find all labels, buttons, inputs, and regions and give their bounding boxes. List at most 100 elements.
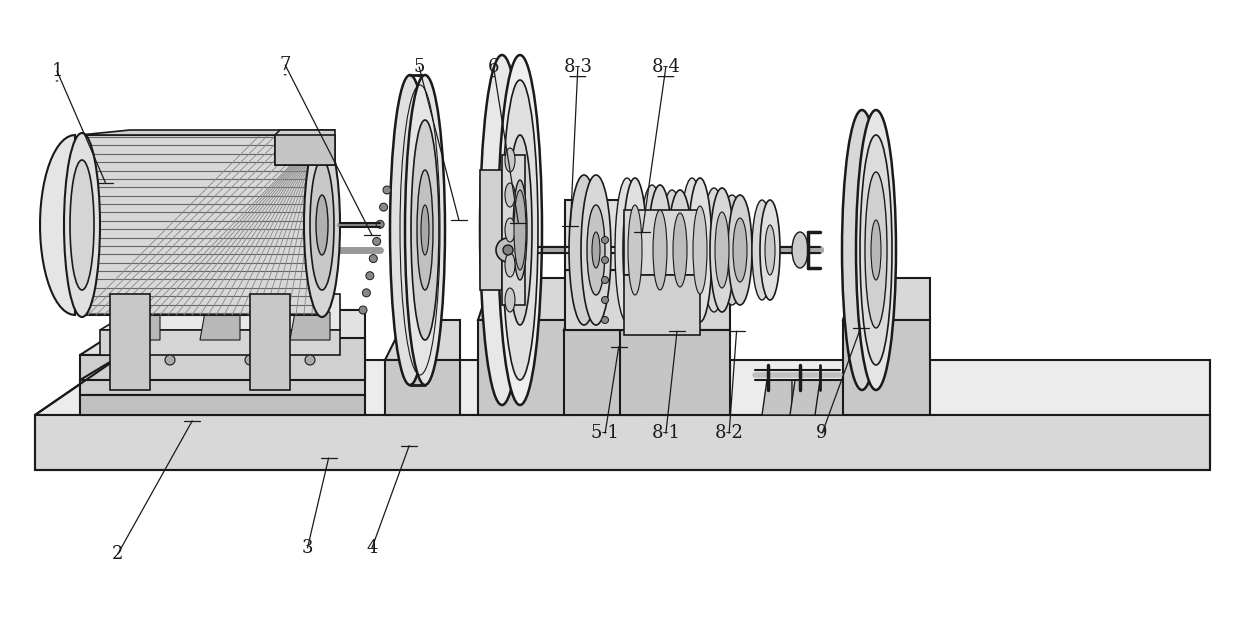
Ellipse shape [615, 178, 639, 322]
Polygon shape [81, 135, 320, 315]
Ellipse shape [498, 55, 542, 405]
Circle shape [601, 236, 609, 243]
Circle shape [370, 254, 377, 262]
Ellipse shape [715, 212, 729, 288]
Ellipse shape [480, 55, 525, 405]
Circle shape [496, 238, 520, 262]
Polygon shape [110, 294, 150, 390]
Polygon shape [81, 130, 335, 135]
Ellipse shape [649, 185, 672, 315]
Polygon shape [81, 395, 365, 415]
Circle shape [360, 306, 367, 314]
Polygon shape [564, 330, 640, 415]
Ellipse shape [513, 180, 527, 280]
Ellipse shape [505, 148, 515, 172]
Ellipse shape [515, 190, 526, 270]
Ellipse shape [720, 195, 744, 305]
Circle shape [383, 186, 391, 194]
Ellipse shape [668, 190, 692, 310]
Ellipse shape [711, 188, 734, 312]
Polygon shape [40, 135, 74, 315]
Ellipse shape [405, 75, 445, 385]
Text: 8-3: 8-3 [563, 58, 593, 76]
Polygon shape [35, 415, 1210, 470]
Text: 5-1: 5-1 [590, 424, 620, 443]
Ellipse shape [587, 205, 605, 295]
Polygon shape [81, 338, 365, 380]
Polygon shape [502, 155, 525, 305]
Text: 9: 9 [816, 424, 828, 443]
Circle shape [165, 355, 175, 365]
Ellipse shape [64, 133, 100, 317]
Ellipse shape [508, 135, 532, 325]
Ellipse shape [640, 185, 663, 315]
Ellipse shape [591, 232, 600, 268]
Ellipse shape [693, 206, 707, 294]
Circle shape [601, 297, 609, 303]
Text: 8-2: 8-2 [714, 424, 744, 443]
Ellipse shape [310, 160, 334, 290]
Ellipse shape [505, 218, 515, 242]
Ellipse shape [417, 170, 433, 290]
Text: 1: 1 [51, 62, 63, 80]
Circle shape [305, 355, 315, 365]
Circle shape [503, 245, 513, 255]
Ellipse shape [673, 213, 687, 287]
Polygon shape [100, 330, 340, 355]
Ellipse shape [680, 178, 704, 322]
Polygon shape [35, 360, 1210, 415]
Ellipse shape [582, 175, 611, 325]
Ellipse shape [765, 225, 775, 275]
Ellipse shape [702, 188, 725, 312]
Polygon shape [624, 275, 701, 335]
Circle shape [373, 238, 381, 245]
Polygon shape [120, 312, 160, 340]
Ellipse shape [861, 135, 892, 365]
Polygon shape [81, 310, 365, 355]
Circle shape [362, 289, 371, 297]
Polygon shape [620, 295, 730, 330]
Polygon shape [100, 294, 340, 330]
Polygon shape [624, 210, 701, 275]
Ellipse shape [653, 210, 667, 290]
Circle shape [379, 203, 388, 211]
Polygon shape [565, 270, 640, 330]
Polygon shape [384, 360, 460, 415]
Polygon shape [81, 355, 365, 395]
Polygon shape [200, 312, 241, 340]
Polygon shape [384, 320, 460, 360]
Ellipse shape [502, 80, 538, 380]
Circle shape [601, 256, 609, 264]
Polygon shape [480, 170, 502, 290]
Ellipse shape [866, 172, 887, 328]
Ellipse shape [422, 205, 429, 255]
Ellipse shape [792, 232, 808, 268]
Ellipse shape [505, 183, 515, 207]
Polygon shape [843, 278, 930, 320]
Circle shape [601, 316, 609, 324]
Circle shape [246, 355, 255, 365]
Ellipse shape [410, 120, 439, 340]
Text: 5: 5 [413, 58, 425, 76]
Polygon shape [763, 380, 792, 415]
Ellipse shape [316, 195, 329, 255]
Polygon shape [275, 130, 335, 165]
Circle shape [601, 277, 609, 284]
Polygon shape [477, 320, 570, 415]
Ellipse shape [751, 200, 773, 300]
Text: 4: 4 [366, 539, 378, 557]
Polygon shape [815, 380, 844, 415]
Ellipse shape [660, 190, 684, 310]
Polygon shape [620, 330, 730, 415]
Circle shape [376, 220, 384, 228]
Ellipse shape [569, 175, 599, 325]
Ellipse shape [627, 205, 642, 295]
Polygon shape [843, 320, 930, 415]
Polygon shape [565, 200, 640, 270]
Text: 3: 3 [301, 539, 314, 557]
Ellipse shape [760, 200, 780, 300]
Polygon shape [564, 295, 640, 330]
Ellipse shape [391, 75, 430, 385]
Text: 8-1: 8-1 [651, 424, 681, 443]
Text: 2: 2 [112, 545, 124, 563]
